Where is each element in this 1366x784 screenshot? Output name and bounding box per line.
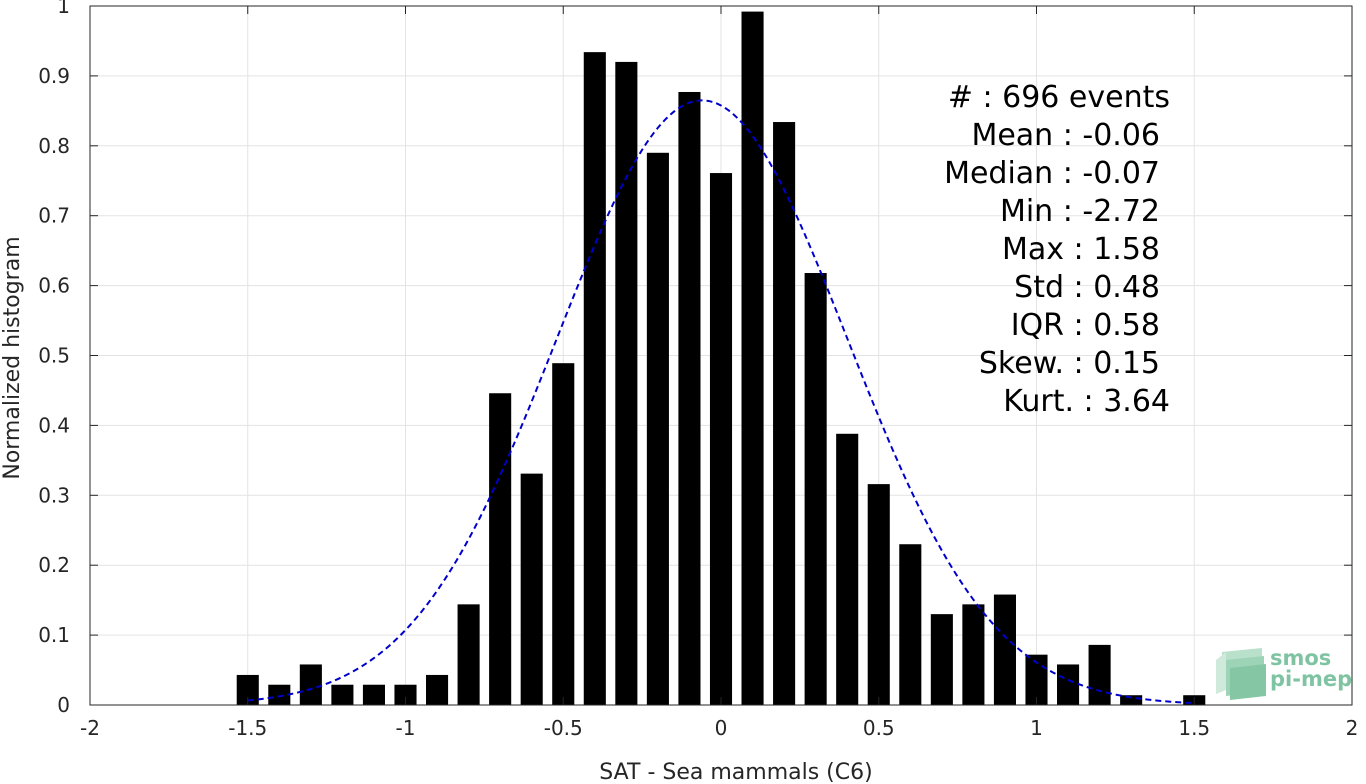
histogram-bar xyxy=(268,684,291,705)
y-tick-label: 0.2 xyxy=(38,553,70,577)
x-tick-label: 1 xyxy=(1030,716,1043,740)
y-axis-ticks: 0 0.1 0.2 0.3 0.4 0.5 0.6 0.7 0.8 0.9 1 xyxy=(38,0,1352,717)
y-tick-label: 0.6 xyxy=(38,274,70,298)
y-tick-label: 0 xyxy=(57,693,70,717)
histogram-bar xyxy=(520,473,543,705)
histogram-bars xyxy=(236,11,1206,706)
histogram-bar xyxy=(615,61,638,706)
histogram-bar xyxy=(678,91,701,706)
histogram-bar xyxy=(836,433,859,705)
histogram-bar xyxy=(426,674,449,705)
histogram-bar xyxy=(552,363,575,705)
y-tick-label: 0.1 xyxy=(38,623,70,647)
x-axis-label: SAT - Sea mammals (C6) xyxy=(599,760,872,784)
x-tick-label: -0.5 xyxy=(544,716,583,740)
histogram-bar xyxy=(1120,695,1143,705)
x-tick-label: 0.5 xyxy=(863,716,895,740)
histogram-bar xyxy=(299,664,322,705)
normal-fit-curve xyxy=(247,99,1195,705)
histogram-bar xyxy=(1025,654,1048,705)
histogram-bar xyxy=(1057,664,1080,705)
y-tick-label: 0.5 xyxy=(38,344,70,368)
histogram-bar xyxy=(583,52,606,706)
histogram-bar xyxy=(457,604,480,705)
y-tick-label: 0.7 xyxy=(38,204,70,228)
stat-line: Min : -2.72 xyxy=(1000,194,1160,229)
logo-text-smos: smos xyxy=(1270,646,1331,670)
histogram-bar xyxy=(993,594,1016,705)
x-axis-ticks: -2 -1.5 -1 -0.5 0 0.5 1 1.5 2 xyxy=(80,6,1358,740)
stat-line: Std : 0.48 xyxy=(1014,270,1160,305)
stat-line: Skew. : 0.15 xyxy=(979,346,1160,381)
histogram-bar xyxy=(236,674,259,705)
x-tick-label: 0 xyxy=(715,716,728,740)
stat-line: IQR : 0.58 xyxy=(1011,308,1160,343)
smos-pi-mep-logo: smos pi-mep xyxy=(1216,646,1352,700)
histogram-bar xyxy=(394,684,417,705)
y-tick-label: 0.9 xyxy=(38,64,70,88)
y-tick-label: 0.8 xyxy=(38,134,70,158)
y-tick-label: 0.4 xyxy=(38,413,70,437)
histogram-bar xyxy=(362,684,385,705)
y-tick-label: 1 xyxy=(57,0,70,18)
y-tick-label: 0.3 xyxy=(38,483,70,507)
histogram-bar xyxy=(1088,644,1111,705)
x-tick-label: 2 xyxy=(1346,716,1359,740)
histogram-bar xyxy=(709,173,733,705)
x-tick-label: 1.5 xyxy=(1178,716,1210,740)
x-tick-label: -1 xyxy=(396,716,416,740)
stat-line: Max : 1.58 xyxy=(1002,232,1160,267)
stat-line: Mean : -0.06 xyxy=(971,118,1160,153)
histogram-bar xyxy=(867,484,890,705)
x-tick-label: -2 xyxy=(80,716,100,740)
histogram-bar xyxy=(930,614,953,705)
logo-text-pi-mep: pi-mep xyxy=(1270,667,1352,691)
stat-line: # : 696 events xyxy=(948,80,1170,115)
histogram-bar xyxy=(741,11,764,706)
stat-line: Kurt. : 3.64 xyxy=(1003,384,1170,419)
histogram-bar xyxy=(331,684,354,705)
histogram-bar xyxy=(646,152,669,706)
histogram-bar xyxy=(773,122,796,705)
stat-line: Median : -0.07 xyxy=(944,156,1160,191)
histogram-bar xyxy=(899,544,922,705)
x-tick-label: -1.5 xyxy=(228,716,267,740)
histogram-bar xyxy=(962,604,985,705)
y-axis-label: Normalized histogram xyxy=(0,236,25,479)
histogram-bar xyxy=(804,273,827,705)
logo-emblem-icon xyxy=(1216,648,1266,700)
histogram-bar xyxy=(489,393,512,705)
